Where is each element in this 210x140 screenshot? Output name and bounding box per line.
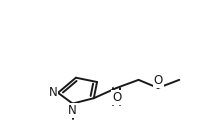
Text: O: O (154, 74, 163, 87)
Text: O: O (112, 91, 121, 104)
Text: N: N (49, 86, 57, 99)
Text: N: N (68, 104, 77, 117)
